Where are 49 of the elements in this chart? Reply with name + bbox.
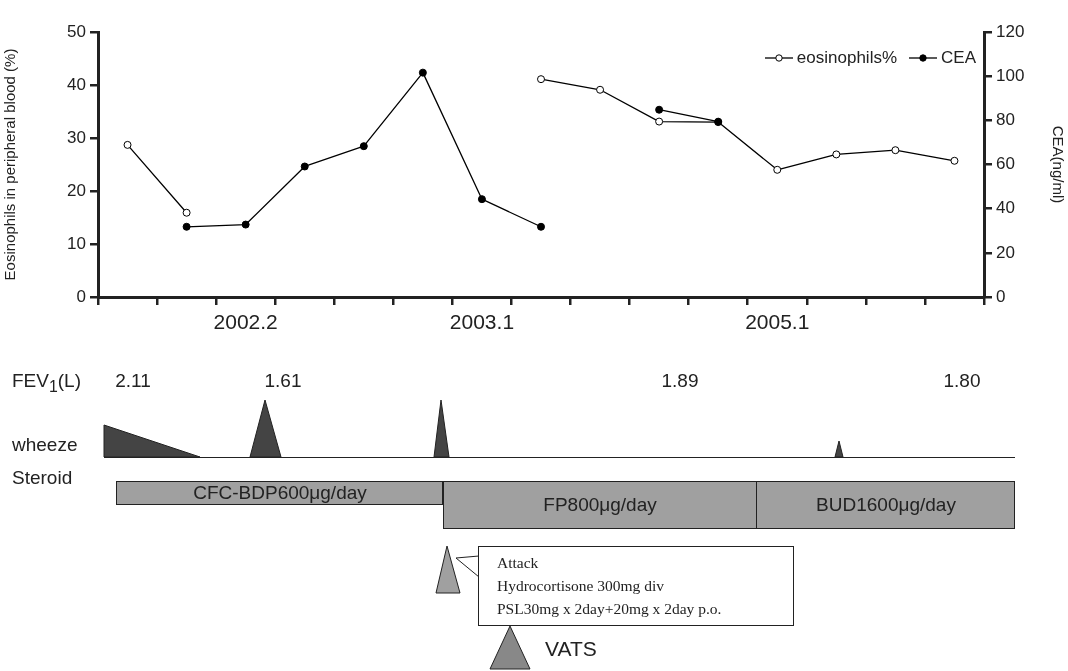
y-tick-label: 10	[67, 233, 86, 253]
x-tick-label: 2002.2	[213, 310, 278, 334]
point	[241, 220, 250, 229]
point	[537, 75, 545, 84]
text: FEV$_{1}$(L)	[12, 370, 81, 396]
y-tick-label: 30	[67, 127, 86, 147]
y2-tick-label: 40	[996, 198, 1015, 218]
point	[300, 162, 309, 171]
text: CFC-BDP600μg/day	[192, 482, 368, 504]
point	[950, 156, 959, 165]
y2-tick-label: 60	[996, 154, 1015, 174]
text: VATS	[545, 637, 597, 661]
legend-label: eosinophils%	[796, 48, 898, 68]
y2-tick-label: 120	[996, 21, 1025, 41]
y-tick-label: 20	[67, 180, 86, 200]
point	[182, 222, 191, 231]
y-tick-label: 40	[67, 74, 86, 94]
y-tick-label: 0	[76, 286, 86, 306]
point	[773, 165, 782, 174]
text: 1.61	[264, 370, 302, 391]
point	[418, 68, 427, 77]
x-tick-label: 2005.1	[745, 310, 810, 334]
text: FP800μg/day	[542, 494, 658, 516]
y2-tick-label: 0	[996, 286, 1006, 306]
legend-label: CEA	[941, 48, 976, 68]
point	[832, 150, 841, 159]
point	[182, 208, 191, 217]
text: wheeze	[12, 434, 78, 456]
y-axis-title: Eosinophils in peripheral blood (%)	[1, 48, 19, 281]
y2-tick-label: 100	[996, 65, 1025, 85]
point	[655, 117, 664, 126]
y-tick-label: 50	[67, 21, 86, 41]
point	[891, 146, 900, 155]
text: 1.80	[942, 370, 982, 392]
text: 1.89	[660, 370, 700, 392]
text: Attack Hydrocortisone 300mg div PSL30mg x 2day+20mg x 2day p.o.	[478, 546, 794, 626]
point	[596, 85, 605, 94]
point	[655, 105, 664, 114]
y2-axis-title: CEA(ng/ml)	[1049, 125, 1067, 204]
point	[537, 222, 545, 231]
text: Steroid	[12, 467, 73, 489]
point	[477, 195, 486, 204]
point	[359, 142, 368, 151]
x-tick-label: 2003.1	[449, 310, 515, 334]
y2-tick-label: 20	[996, 242, 1015, 262]
text: BUD1600μg/day	[815, 494, 957, 516]
point	[123, 140, 132, 149]
y2-tick-label: 80	[996, 110, 1015, 130]
text: 2.11	[115, 370, 151, 391]
